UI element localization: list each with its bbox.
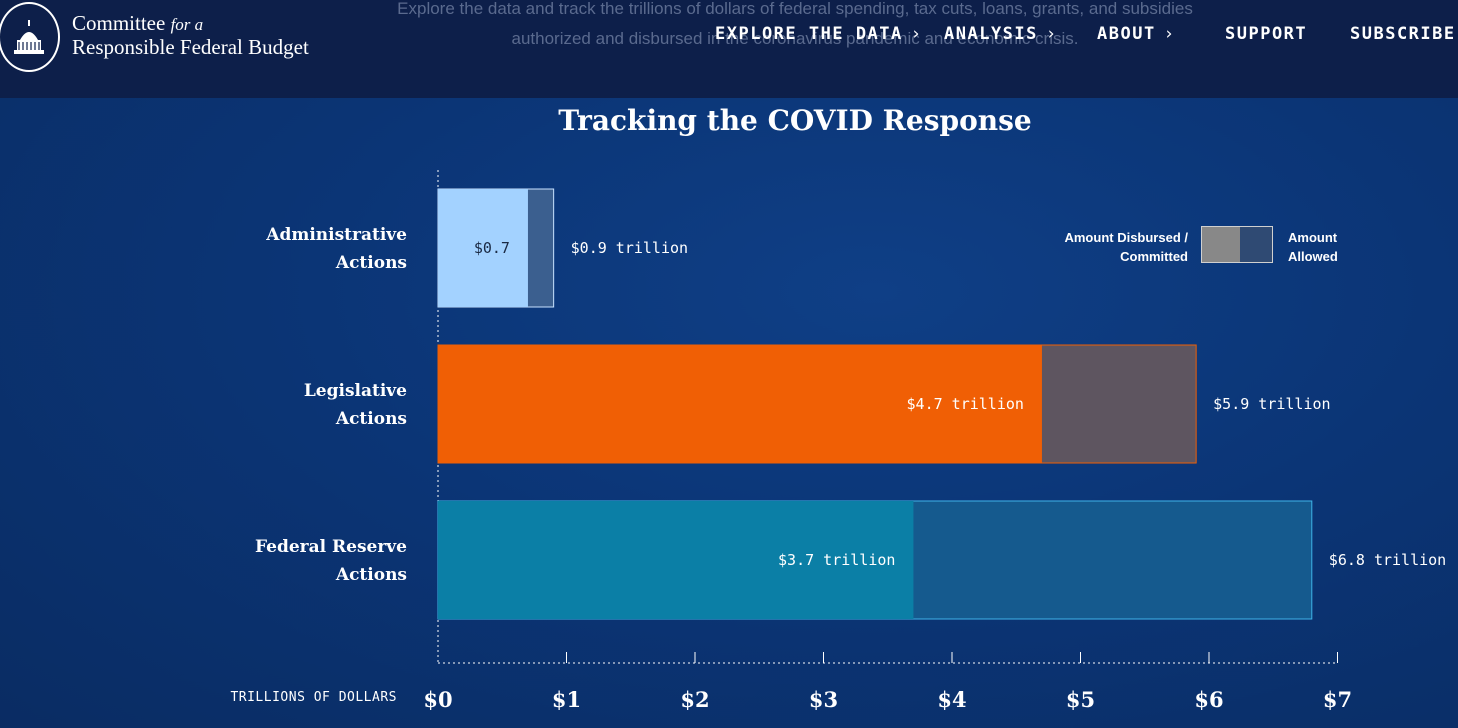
x-tick-label: $6 [1194, 687, 1223, 712]
x-tick-label: $1 [552, 687, 581, 712]
logo-for-a: for a [170, 15, 204, 34]
legend-swatch-fill [1202, 227, 1240, 262]
intro-text: Explore the data and track the trillions… [397, 0, 1193, 48]
bar-disbursed-administrative [438, 189, 528, 307]
logo-wordmark[interactable]: Committee for a Responsible Federal Budg… [72, 12, 309, 59]
x-tick-label: $5 [1066, 687, 1095, 712]
category-label-legislative: Legislative Actions [303, 381, 407, 429]
chart-title: Tracking the COVID Response [558, 104, 1032, 137]
logo-line1: Committee [72, 11, 166, 35]
x-tick-label: $7 [1323, 687, 1352, 712]
x-tick-label: $3 [809, 687, 838, 712]
chevron-right-icon: › [910, 24, 923, 44]
x-tick-label: $2 [680, 687, 709, 712]
chevron-right-icon: › [1163, 24, 1176, 44]
data-label-disbursed-federal-reserve: $3.7 trillion [778, 551, 895, 569]
data-label-allowed-legislative: $5.9 trillion [1213, 395, 1330, 413]
x-tick-label: $4 [937, 687, 966, 712]
legend-swatch [1201, 226, 1273, 263]
data-label-allowed-administrative: $0.9 trillion [571, 239, 688, 257]
category-label-administrative: Administrative Actions [266, 225, 407, 273]
x-tick-label: $0 [423, 687, 452, 712]
x-axis-label: TRILLIONS OF DOLLARS [230, 690, 397, 705]
legend-label-allowed: Amount Allowed [1288, 230, 1338, 264]
legend-label-disbursed: Amount Disbursed / Committed [1064, 230, 1188, 264]
nav-analysis[interactable]: ANALYSIS › [944, 24, 1058, 44]
chevron-right-icon: › [1045, 24, 1058, 44]
nav-about[interactable]: ABOUT › [1097, 24, 1176, 44]
nav-subscribe[interactable]: SUBSCRIBE [1350, 24, 1456, 44]
data-label-disbursed-administrative: $0.7 [474, 239, 510, 257]
data-label-allowed-federal-reserve: $6.8 trillion [1329, 551, 1446, 569]
site-header: Committee for a Responsible Federal Budg… [0, 0, 1458, 98]
bar-disbursed-legislative [438, 345, 1042, 463]
nav-support[interactable]: SUPPORT [1225, 24, 1308, 44]
category-label-federal-reserve: Federal Reserve Actions [255, 537, 407, 585]
data-label-disbursed-legislative: $4.7 trillion [907, 395, 1024, 413]
logo-capitol-icon[interactable] [0, 2, 60, 72]
nav-explore-the-data[interactable]: EXPLORE THE DATA › [715, 24, 923, 44]
bar-disbursed-federal-reserve [438, 501, 914, 619]
logo-line2: Responsible Federal Budget [72, 35, 309, 59]
